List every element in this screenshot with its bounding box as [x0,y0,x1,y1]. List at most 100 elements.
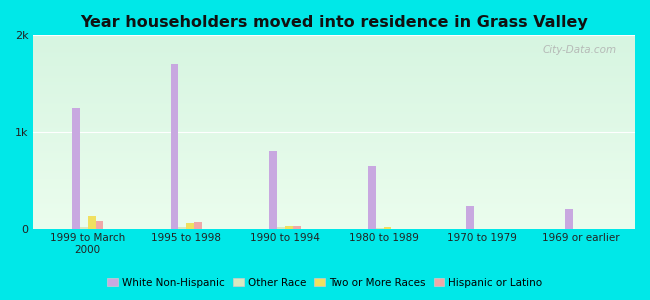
Bar [34,139,635,140]
Bar [34,136,635,137]
Bar [34,195,635,196]
Bar [34,55,635,56]
Bar [34,101,635,102]
Bar [34,98,635,99]
Bar [34,124,635,125]
Bar [34,130,635,131]
Bar [34,207,635,208]
Bar [34,42,635,43]
Bar [34,73,635,74]
Bar [34,197,635,198]
Bar [34,85,635,86]
Bar [34,85,635,86]
Bar [34,80,635,81]
Bar [72,108,80,229]
Bar [34,109,635,110]
Bar [34,156,635,157]
Bar [34,36,635,37]
Bar [34,213,635,214]
Bar [34,43,635,44]
Bar [34,220,635,221]
Bar [34,84,635,85]
Bar [34,160,635,161]
Bar [34,65,635,66]
Bar [34,221,635,222]
Bar [34,173,635,174]
Bar [34,123,635,124]
Bar [34,44,635,45]
Bar [34,99,635,100]
Bar [34,115,635,116]
Bar [34,133,635,134]
Bar [34,200,635,202]
Bar [34,172,635,173]
Bar [34,153,635,154]
Bar [34,72,635,73]
Bar [34,150,635,151]
Bar [170,64,179,229]
Bar [96,221,103,229]
Bar [34,126,635,127]
Bar [34,37,635,38]
Bar [34,219,635,220]
Bar [34,141,635,142]
Bar [34,104,635,105]
Bar [34,216,635,217]
Bar [34,148,635,149]
Bar [34,184,635,185]
Bar [34,224,635,225]
Bar [34,52,635,53]
Bar [34,93,635,94]
Bar [34,163,635,164]
Bar [34,105,635,106]
Bar [34,119,635,120]
Bar [34,94,635,95]
Bar [34,51,635,52]
Bar [368,166,376,229]
Bar [34,59,635,61]
Bar [34,125,635,126]
Bar [34,228,635,229]
Bar [88,216,96,229]
Bar [34,168,635,169]
Bar [34,142,635,143]
Bar [34,112,635,114]
Bar [34,190,635,191]
Bar [34,79,635,80]
Bar [34,217,635,218]
Bar [34,47,635,48]
Bar [34,131,635,132]
Bar [34,215,635,216]
Bar [34,127,635,128]
Bar [34,108,635,109]
Bar [34,165,635,166]
Bar [34,225,635,226]
Bar [34,132,635,133]
Bar [34,96,635,97]
Bar [34,178,635,179]
Bar [34,174,635,175]
Bar [34,186,635,187]
Bar [34,41,635,42]
Bar [34,202,635,203]
Bar [34,210,635,211]
Bar [194,222,202,229]
Bar [34,35,635,36]
Bar [34,189,635,190]
Bar [34,62,635,63]
Bar [34,192,635,193]
Bar [34,38,635,39]
Bar [179,227,187,229]
Bar [34,76,635,77]
Bar [34,129,635,130]
Bar [34,88,635,89]
Bar [34,171,635,172]
Bar [34,102,635,103]
Bar [34,167,635,168]
Bar [34,122,635,123]
Bar [34,107,635,108]
Bar [34,164,635,165]
Bar [293,226,301,229]
Bar [34,74,635,75]
Bar [34,100,635,101]
